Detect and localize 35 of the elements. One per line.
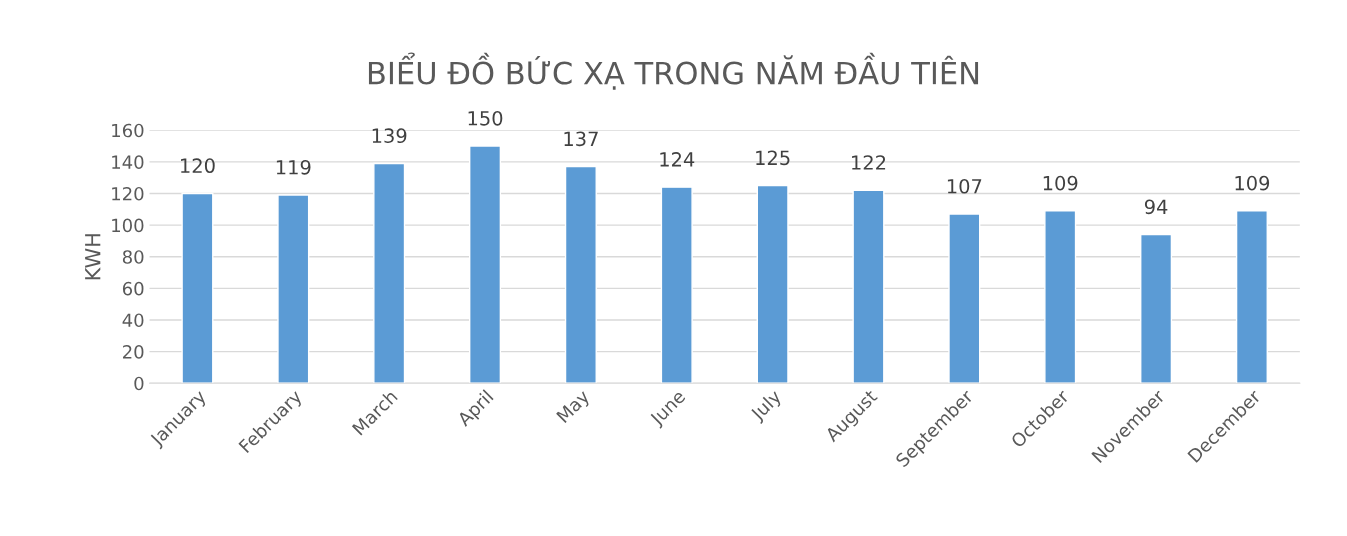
bar: [756, 184, 789, 384]
data-label: 125: [756, 150, 790, 166]
bar: [948, 213, 981, 384]
data-label: 119: [276, 159, 311, 175]
data-label: 124: [660, 152, 695, 167]
bar: [660, 186, 693, 384]
bar: [852, 189, 885, 384]
data-label: 107: [947, 178, 982, 194]
y-tick-label: 80: [122, 250, 144, 264]
data-label: 137: [564, 131, 598, 147]
bar: [1044, 210, 1077, 384]
data-label: 139: [372, 128, 407, 144]
bar: [373, 162, 406, 384]
bar: [1140, 233, 1173, 384]
y-tick-label: 120: [112, 186, 144, 201]
y-tick-label: 20: [123, 345, 144, 359]
chart-title: BIỂU ĐỒ BỨC XẠ TRONG NĂM ĐẦU TIÊN: [368, 52, 979, 90]
y-tick-label: 160: [112, 123, 144, 138]
data-label: 122: [852, 155, 886, 170]
data-label: 120: [181, 158, 215, 174]
bar: [181, 192, 214, 384]
y-axis-title: KWH: [85, 234, 101, 280]
bar: [1235, 210, 1268, 384]
y-tick-label: 100: [112, 218, 144, 233]
data-label: 150: [468, 110, 503, 126]
data-label: 109: [1043, 175, 1078, 191]
bar: [468, 145, 502, 384]
y-tick-label: 60: [122, 281, 144, 296]
data-label: 94: [1144, 199, 1168, 215]
y-tick-label: 40: [122, 313, 144, 328]
data-label: 109: [1235, 175, 1270, 191]
y-tick-label: 0: [134, 376, 144, 391]
y-tick-label: 140: [112, 155, 144, 169]
bar: [277, 194, 310, 384]
bar: [564, 165, 597, 384]
